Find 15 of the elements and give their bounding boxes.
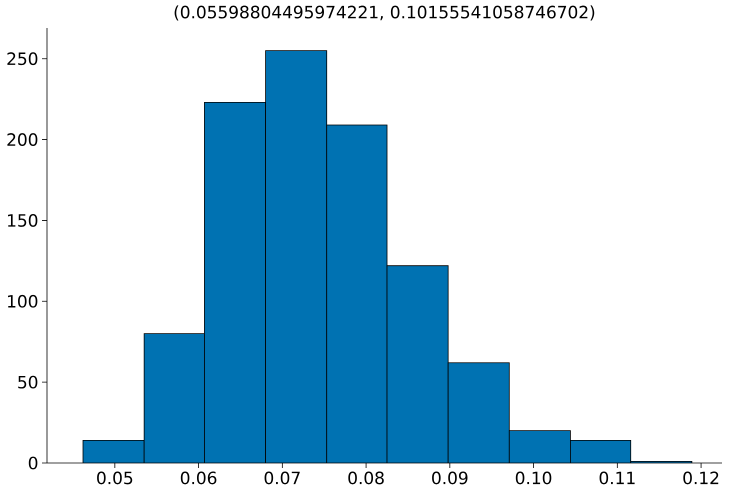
y-tick-label: 150: [8, 214, 38, 227]
x-tick-label: 0.07: [264, 472, 300, 484]
y-tick-label: 0: [28, 456, 38, 470]
x-tick-label: 0.05: [97, 472, 132, 484]
y-tick-label: 200: [7, 133, 38, 146]
x-tick-label: 0.06: [180, 472, 216, 484]
x-tick-label: 0.10: [516, 472, 552, 484]
x-tick-label: 0.09: [432, 472, 468, 484]
chart-title: (0.05598804495974221, 0.10155541058746702): [174, 5, 594, 20]
x-tick-label: 0.08: [348, 472, 384, 484]
x-tick-label: 0.11: [600, 472, 635, 484]
y-tick-label: 250: [7, 52, 38, 66]
y-tick-label: 50: [18, 376, 38, 389]
x-tick-label: 0.12: [683, 472, 718, 484]
y-tick-label: 100: [8, 294, 38, 308]
